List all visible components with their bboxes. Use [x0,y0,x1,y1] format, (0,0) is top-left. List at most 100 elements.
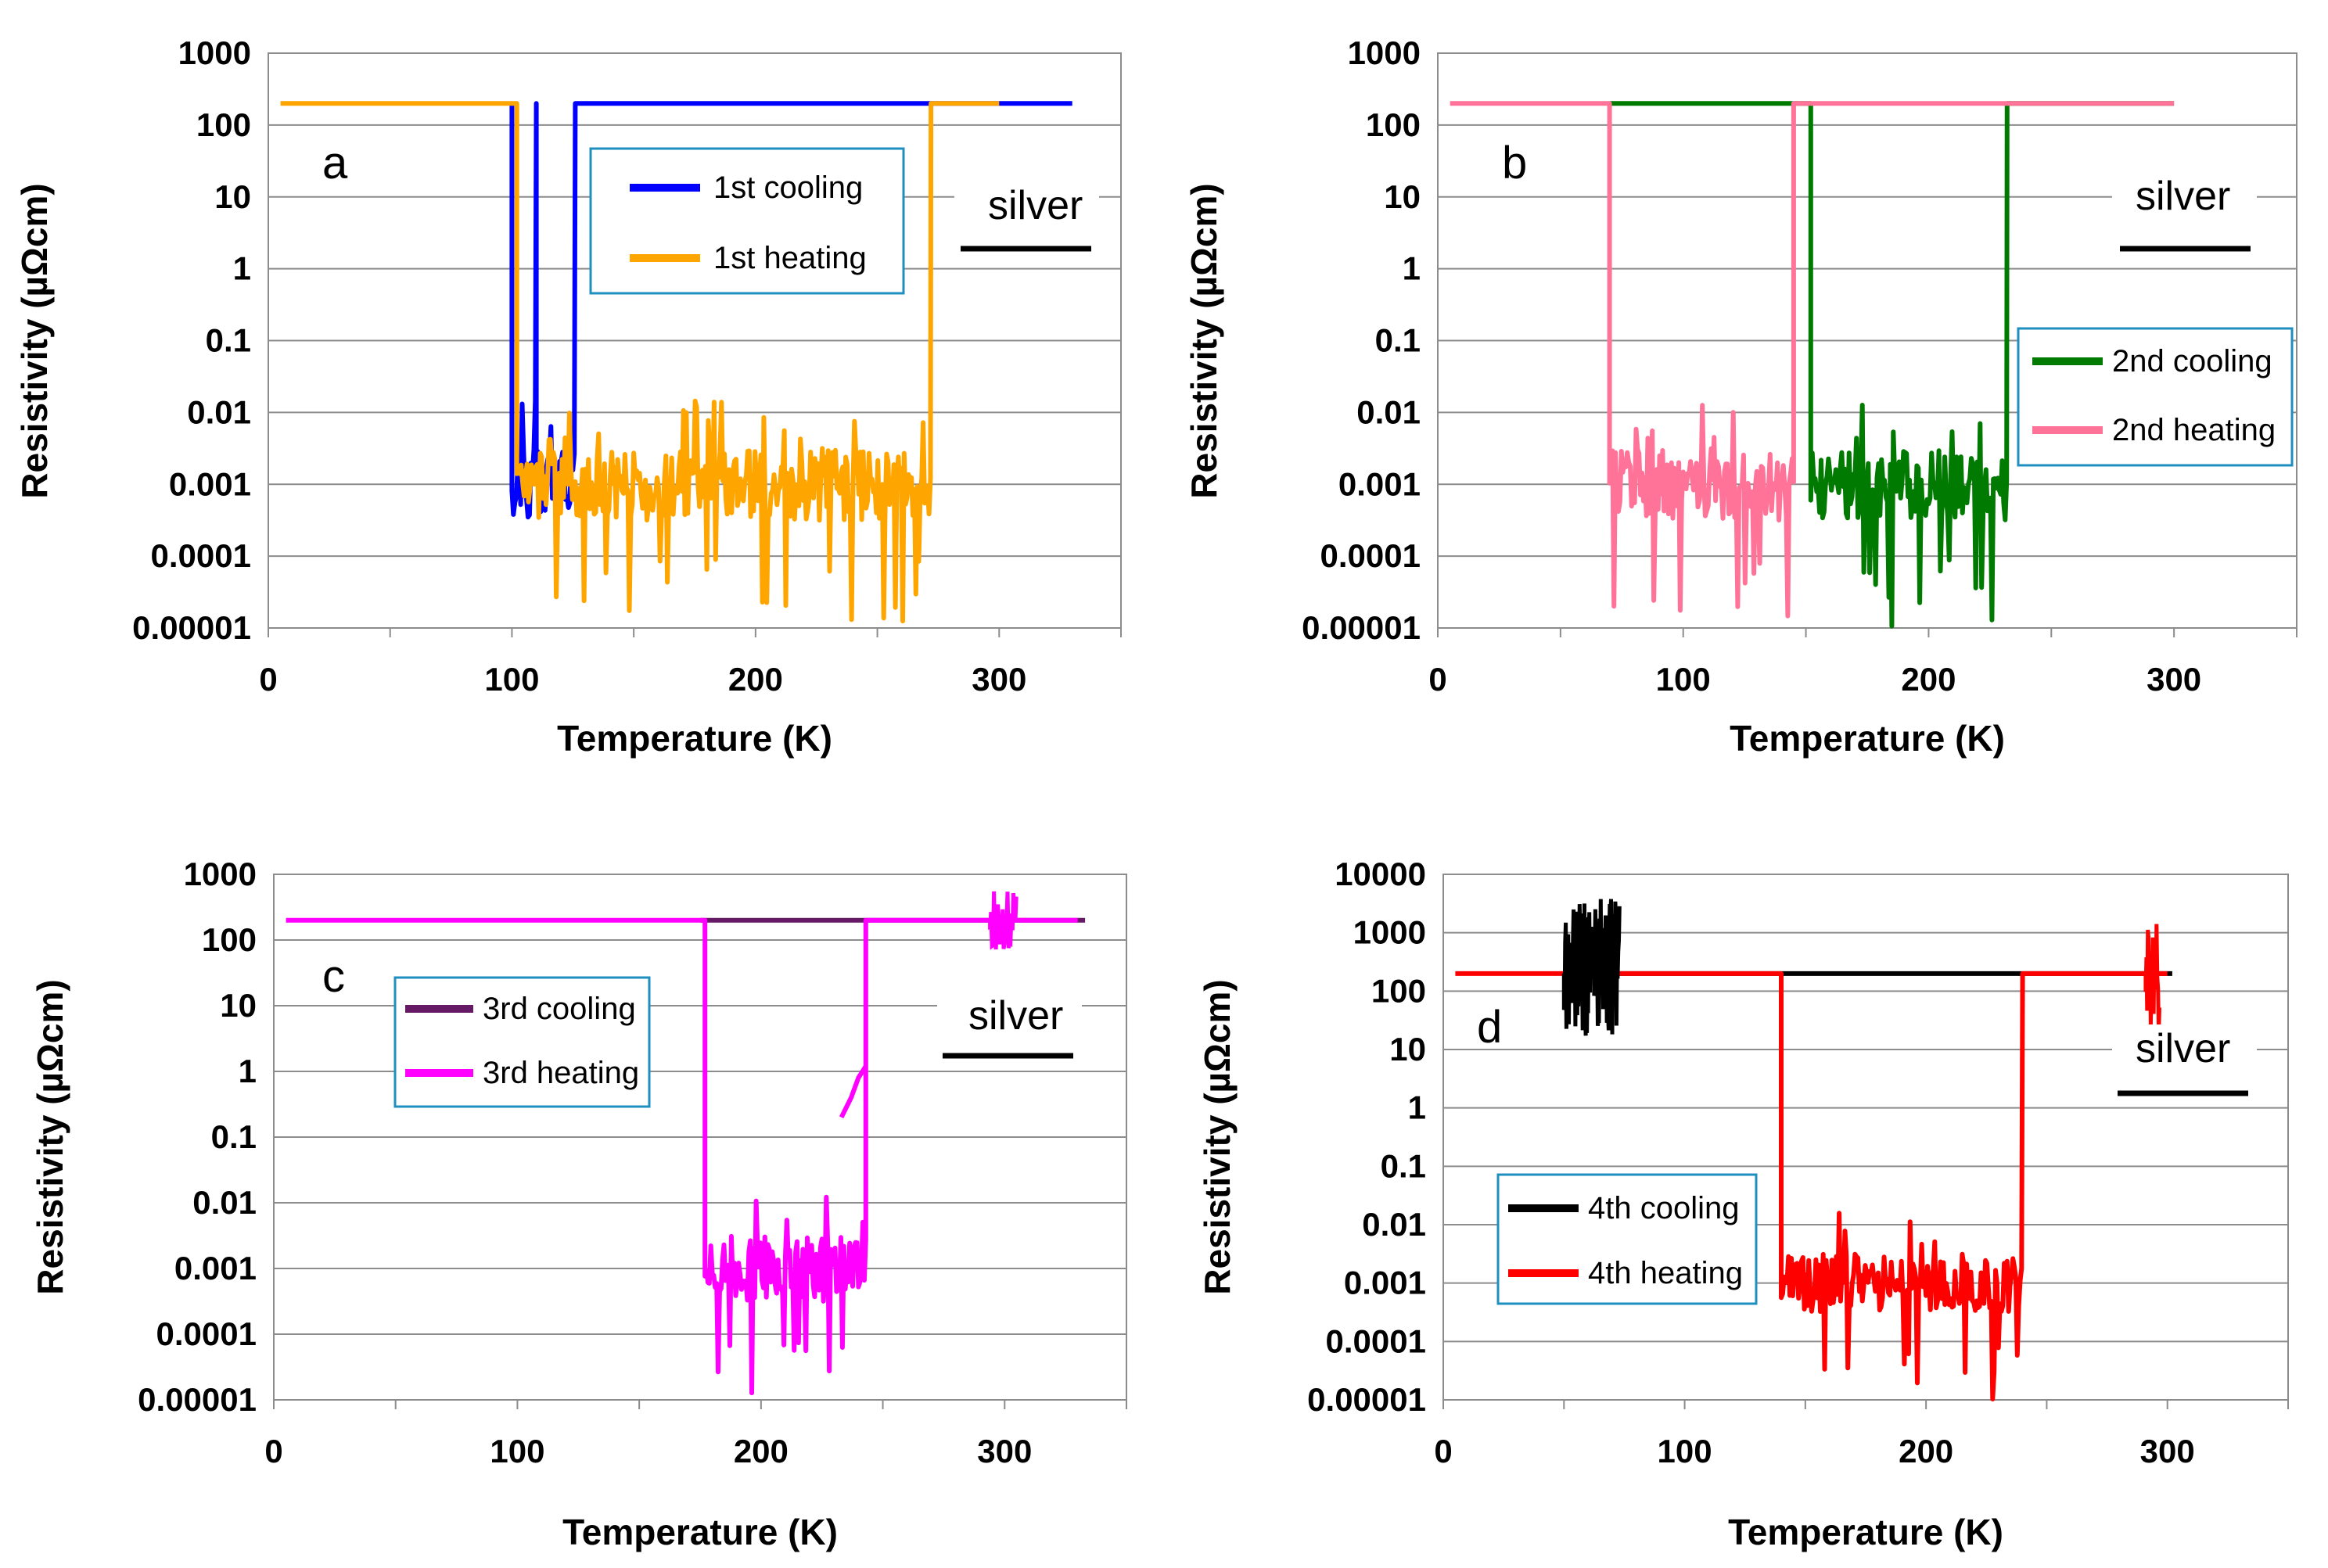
x-tick-label: 300 [2140,1433,2195,1469]
legend-label-2nd-heating: 2nd heating [2112,413,2276,447]
series-4th-heating-spike [2143,924,2161,1032]
panel-a-x-ticks: 0 100 200 300 [259,628,1122,698]
series-3rd-heating-spike [988,891,1018,950]
legend-label-1st-heating: 1st heating [713,241,867,275]
panel-b-x-axis-title: Temperature (K) [1730,718,2005,759]
y-tick-label: 10 [220,987,257,1024]
y-tick-label: 0.1 [1381,1147,1426,1184]
legend-label-4th-heating: 4th heating [1588,1256,1743,1290]
panel-c: 0.00001 0.0001 0.001 0.01 0.1 1 10 100 1000 0 100… [30,856,1127,1552]
panel-d-x-axis-title: Temperature (K) [1728,1512,2003,1552]
y-tick-label: 100 [1366,106,1421,143]
y-tick-label: 0.00001 [1307,1381,1426,1418]
x-tick-label: 300 [977,1433,1032,1469]
panel-a-y-axis-title: Resistivity (µΩcm) [14,183,55,498]
panel-d-y-axis-title: Resistivity (µΩcm) [1197,979,1238,1294]
y-tick-label: 0.001 [1338,465,1421,502]
panel-c-x-ticks: 0 100 200 300 [264,1400,1127,1469]
y-tick-label: 0.0001 [156,1315,257,1352]
series-3rd-heating [286,917,1078,1396]
silver-label-c: silver [968,993,1063,1039]
y-tick-label: 1 [1408,1089,1426,1126]
y-tick-label: 10 [214,178,251,215]
panel-a-letter: a [322,138,348,188]
panel-a-gridlines [268,124,1121,558]
panel-b-x-ticks: 0 100 200 300 [1428,628,2297,698]
y-tick-label: 100 [1371,972,1426,1009]
panel-c-x-axis-title: Temperature (K) [562,1512,838,1552]
panel-a-x-axis-title: Temperature (K) [557,718,832,759]
x-tick-label: 100 [1656,661,1711,698]
silver-label-d: silver [2136,1026,2230,1071]
y-tick-label: 0.1 [211,1118,257,1155]
panel-d-plot-area [1442,874,2289,1401]
y-tick-label: 0.00001 [138,1381,257,1418]
panel-a-y-ticks: 0.00001 0.0001 0.001 0.01 0.1 1 10 100 1000 [132,34,251,646]
panel-d-legend: 4th cooling 4th heating [1496,1173,1758,1305]
panel-c-y-ticks: 0.00001 0.0001 0.001 0.01 0.1 1 10 100 1000 [138,856,257,1418]
y-tick-label: 1000 [184,856,257,892]
panel-b-curves [1450,101,2175,629]
y-tick-label: 0.01 [1356,393,1421,430]
silver-label-b: silver [2136,174,2230,219]
y-tick-label: 0.00001 [132,609,251,646]
panel-a-legend: 1st cooling 1st heating [589,147,905,295]
y-tick-label: 10 [1384,178,1421,215]
panel-d-curves [1455,899,2172,1401]
x-tick-label: 0 [259,661,277,698]
legend-label-3rd-heating: 3rd heating [483,1056,639,1090]
panel-c-legend: 3rd cooling 3rd heating [393,976,651,1108]
y-tick-label: 1 [1403,250,1421,287]
series-2nd-heating [1450,101,2175,619]
legend-label-1st-cooling: 1st cooling [713,170,863,205]
x-tick-label: 100 [1658,1433,1712,1469]
panel-b-legend: 2nd cooling 2nd heating [2017,327,2294,467]
silver-label-a: silver [988,183,1083,228]
panel-c-y-axis-title: Resistivity (µΩcm) [30,979,70,1294]
y-tick-label: 0.0001 [1326,1322,1426,1359]
x-tick-label: 200 [1901,661,1956,698]
panel-b: 0.00001 0.0001 0.001 0.01 0.1 1 10 100 1000 0 100… [1184,34,2297,759]
y-tick-label: 100 [196,106,251,143]
y-tick-label: 1 [233,250,251,287]
panel-b-y-axis-title: Resistivity (µΩcm) [1184,183,1224,498]
x-tick-label: 100 [490,1433,544,1469]
panel-d-letter: d [1477,1002,1502,1053]
panel-b-y-ticks: 0.00001 0.0001 0.001 0.01 0.1 1 10 100 1000 [1302,34,1421,646]
x-tick-label: 0 [264,1433,282,1469]
y-tick-label: 0.1 [1375,322,1421,359]
y-tick-label: 100 [202,921,257,958]
x-tick-label: 0 [1434,1433,1452,1469]
y-tick-label: 0.0001 [151,537,251,574]
series-4th-cooling-burst [1561,899,1622,1036]
series-2nd-cooling [1609,101,2175,629]
panel-d-silver-reference: silver [2112,1024,2257,1096]
panel-d-x-ticks: 0 100 200 300 [1434,1400,2289,1469]
y-tick-label: 0.1 [206,322,251,359]
series-4th-heating [1455,971,2168,1401]
panel-a-silver-reference: silver [954,181,1099,252]
series-3rd-heating-step [839,1064,868,1119]
y-tick-label: 0.01 [187,393,251,430]
panel-c-curves [286,891,1086,1396]
series-1st-heating [280,101,1000,624]
y-tick-label: 10000 [1335,856,1426,892]
x-tick-label: 100 [484,661,539,698]
panel-b-silver-reference: silver [2112,172,2257,252]
y-tick-label: 0.01 [1362,1206,1426,1243]
y-tick-label: 1 [239,1053,257,1089]
legend-label-4th-cooling: 4th cooling [1588,1191,1739,1225]
y-tick-label: 1000 [1353,914,1426,951]
x-tick-label: 0 [1428,661,1446,698]
y-tick-label: 0.001 [169,465,251,502]
x-tick-label: 200 [734,1433,789,1469]
y-tick-label: 1000 [178,34,251,71]
panel-c-silver-reference: silver [937,992,1082,1059]
x-tick-label: 300 [972,661,1026,698]
panel-b-letter: b [1502,138,1527,188]
y-tick-label: 0.001 [1344,1265,1426,1301]
legend-label-3rd-cooling: 3rd cooling [483,992,636,1026]
panel-a-curves [280,101,1072,624]
x-tick-label: 300 [2147,661,2201,698]
